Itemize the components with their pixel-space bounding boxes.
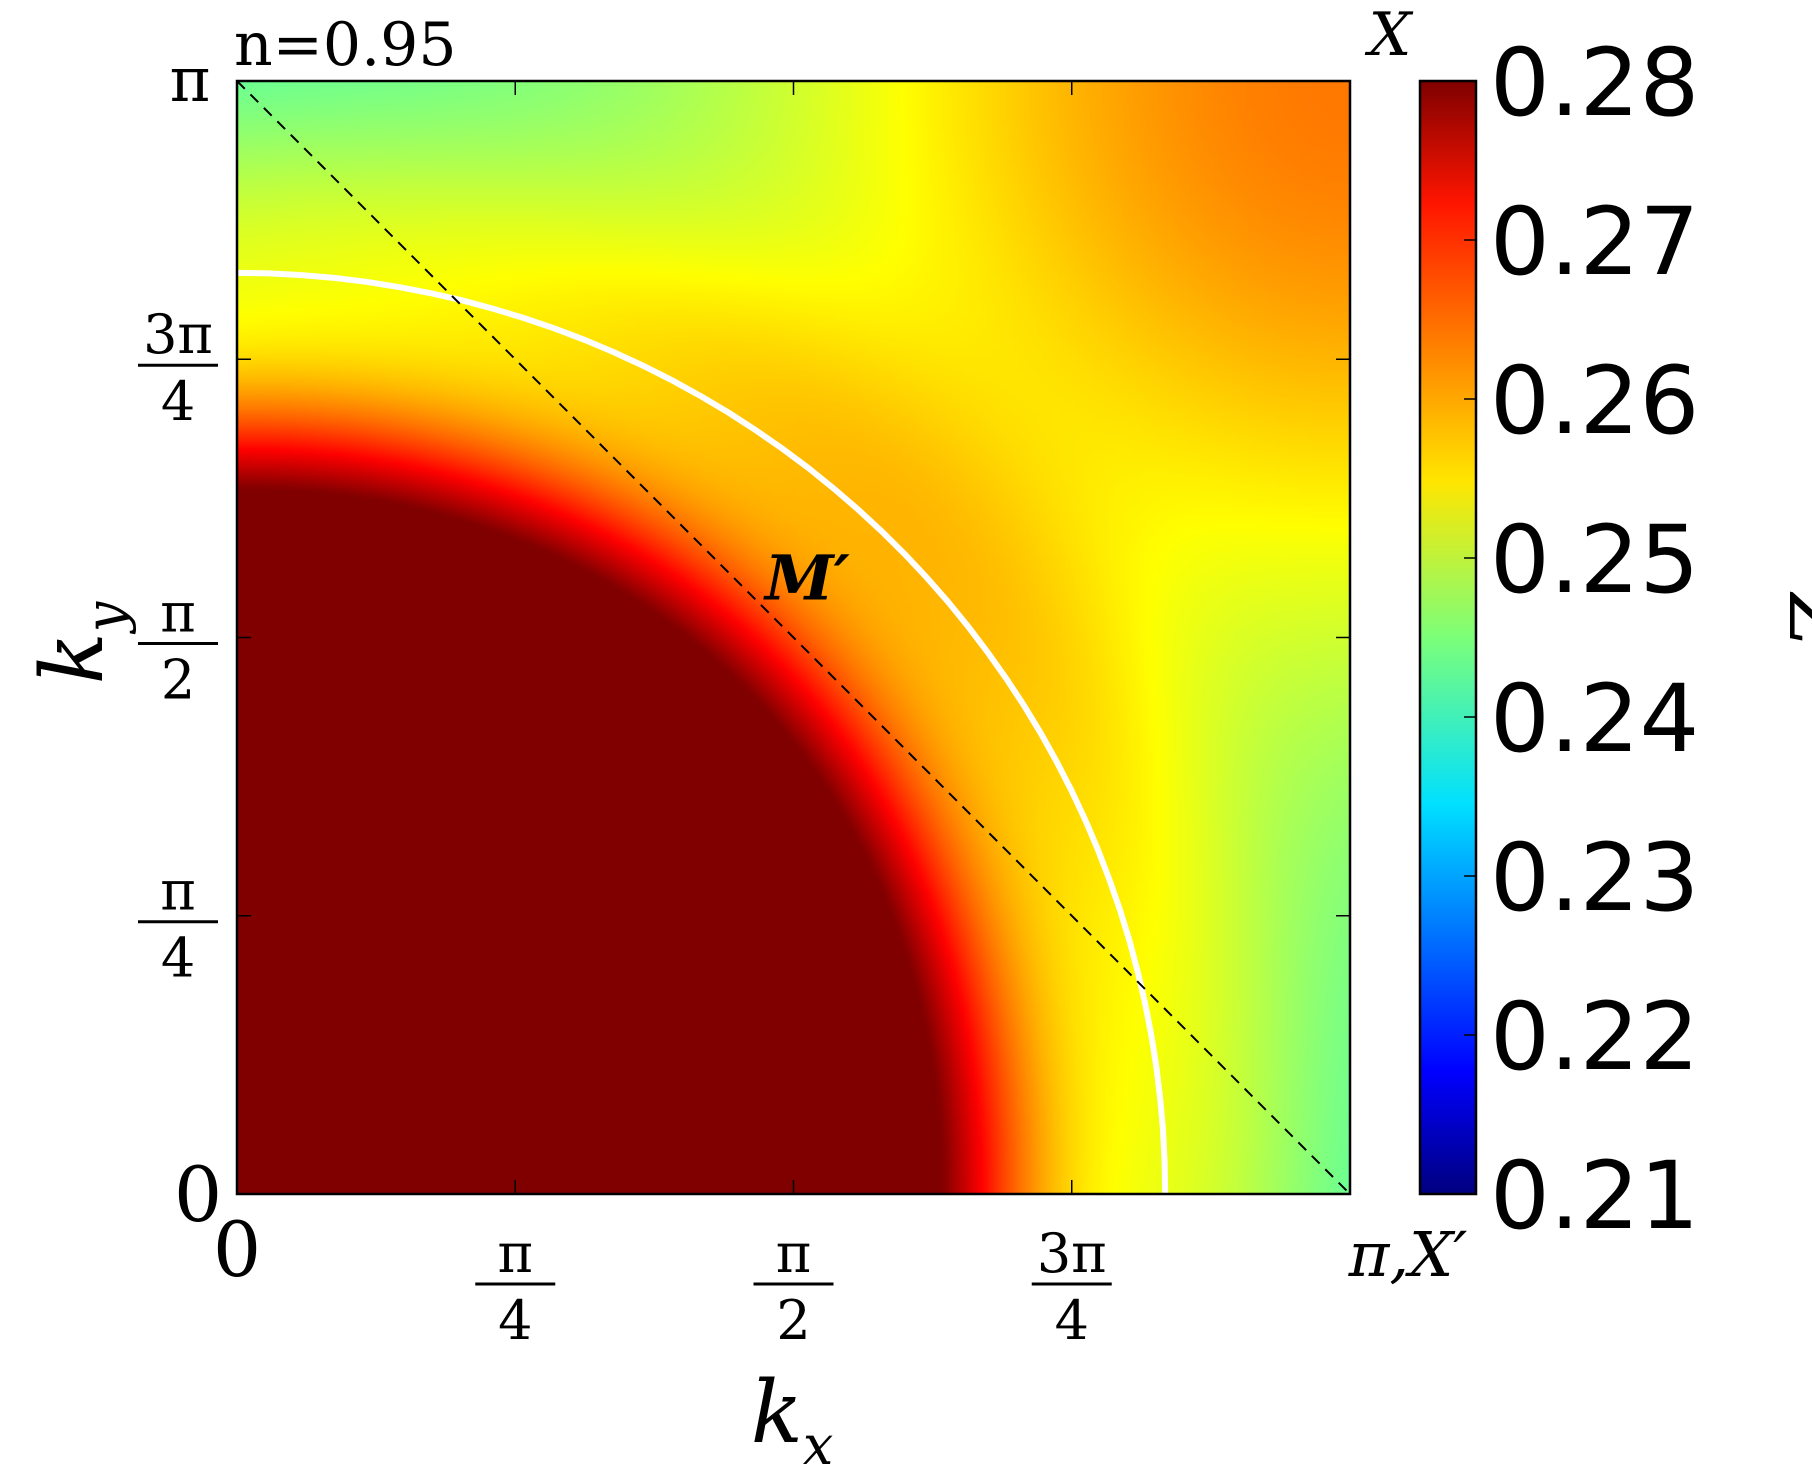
colorbar-tick-label: 0.27 bbox=[1490, 188, 1699, 297]
x-tick-label: 0 bbox=[213, 1205, 261, 1294]
colorbar-tick-label: 0.26 bbox=[1490, 347, 1699, 456]
colorbar-tick-label: 0.24 bbox=[1490, 665, 1699, 774]
y-axis-label: ky bbox=[23, 600, 137, 684]
y-tick-label-fraction: π4 bbox=[138, 860, 218, 990]
svg-text:π: π bbox=[160, 581, 196, 644]
colorbar-tick-label: 0.25 bbox=[1490, 506, 1699, 615]
tick-marks bbox=[237, 81, 1350, 1194]
svg-text:π: π bbox=[160, 860, 196, 923]
x-tick-label-fraction: π2 bbox=[753, 1222, 834, 1352]
svg-text:ky: ky bbox=[23, 600, 137, 684]
colorbar-tick-label: 0.22 bbox=[1490, 983, 1699, 1092]
svg-text:π: π bbox=[776, 1222, 812, 1285]
density-annotation: n=0.95 bbox=[234, 10, 457, 80]
colorbar-tick-label: 0.23 bbox=[1490, 824, 1699, 933]
svg-text:π: π bbox=[498, 1222, 534, 1285]
y-tick-label: π bbox=[170, 43, 211, 116]
svg-text:4: 4 bbox=[161, 927, 195, 990]
colorbar-label: Z bbox=[1772, 592, 1812, 648]
y-tick-label: 0 bbox=[174, 1150, 222, 1239]
x-tick-label: π,X′ bbox=[1348, 1218, 1468, 1291]
svg-text:4: 4 bbox=[161, 370, 195, 433]
y-tick-label-fraction: π2 bbox=[138, 581, 218, 711]
svg-text:3π: 3π bbox=[1037, 1222, 1107, 1285]
x-tick-label-fraction: 3π4 bbox=[1031, 1222, 1112, 1352]
svg-text:2: 2 bbox=[161, 648, 195, 711]
diagonal-dashed-line bbox=[237, 81, 1350, 1194]
svg-text:4: 4 bbox=[1055, 1289, 1089, 1352]
x-axis-label: kx bbox=[751, 1363, 834, 1477]
point-label-M: M′ bbox=[763, 542, 850, 615]
svg-text:3π: 3π bbox=[143, 303, 213, 366]
x-tick-label-fraction: π4 bbox=[475, 1222, 556, 1352]
svg-text:Z: Z bbox=[1772, 592, 1812, 648]
colorbar-tick-label: 0.28 bbox=[1490, 29, 1699, 138]
fermi-surface-line bbox=[237, 269, 1169, 1194]
heatmap-area bbox=[237, 81, 1350, 1194]
point-label-X: X bbox=[1365, 0, 1414, 70]
svg-text:2: 2 bbox=[776, 1289, 810, 1352]
svg-text:4: 4 bbox=[498, 1289, 532, 1352]
colorbar-ticks: 0.21 0.22 0.23 0.24 0.25 0.26 0.27 0.28 bbox=[1464, 29, 1699, 1251]
colorbar bbox=[1418, 79, 1478, 1196]
y-tick-label-fraction: 3π4 bbox=[138, 303, 218, 433]
colorbar-tick-label: 0.21 bbox=[1490, 1142, 1699, 1251]
